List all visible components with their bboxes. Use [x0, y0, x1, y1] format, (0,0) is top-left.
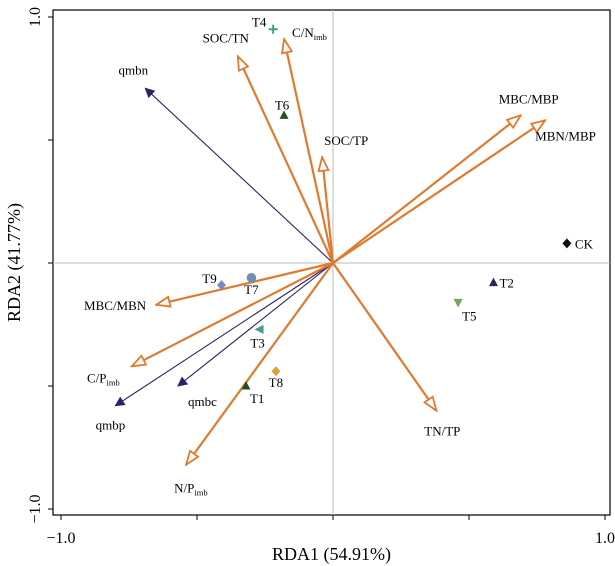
- explanatory-vector-mbc-mbn: [156, 261, 334, 305]
- site-label-t6: T6: [275, 97, 290, 112]
- site-marker-t9: [216, 280, 226, 291]
- site-label-t2: T2: [499, 276, 513, 291]
- y-tick-label: 1.0: [27, 7, 44, 27]
- response-vector-qmbn: [144, 87, 334, 264]
- response-vector-label-qmbn: qmbn: [119, 62, 149, 77]
- site-label-t3: T3: [250, 335, 264, 350]
- explanatory-vector-label-soc-tp: SOC/TP: [324, 133, 368, 148]
- explanatory-vector-label-mbn-mbp: MBN/MBP: [535, 128, 596, 143]
- site-marker-t2: [488, 277, 498, 287]
- x-tick-label: 1.0: [595, 530, 615, 547]
- explanatory-vector-soc-tp: [322, 157, 335, 264]
- labels: qmbn qmbc qmbp SOC/TN C/Nimb SOC/TP MBC/MBP MBN…: [84, 14, 596, 497]
- explanatory-vector-n-pimb: [186, 262, 334, 465]
- response-vector-label-qmbc: qmbc: [188, 394, 217, 409]
- response-vectors: [114, 87, 334, 407]
- site-label-ck: CK: [575, 236, 594, 251]
- explanatory-vector-label-c-nimb: C/Nimb: [292, 25, 327, 42]
- site-marker-t5: [453, 298, 463, 308]
- explanatory-vector-label-n-pimb: N/Pimb: [174, 481, 207, 498]
- explanatory-vector-label-soc-tn: SOC/TN: [203, 30, 250, 45]
- explanatory-vector-label-c-pimb: C/Pimb: [87, 370, 120, 387]
- explanatory-vector-mbc-mbp: [332, 115, 521, 264]
- site-marker-t3: [254, 324, 264, 334]
- explanatory-vector-c-nimb: [284, 39, 335, 264]
- site-marker-t8: [271, 366, 281, 377]
- site-marker-t7: [246, 272, 257, 283]
- site-marker-t1: [241, 381, 251, 390]
- site-label-t9: T9: [202, 271, 216, 286]
- site-label-t4: T4: [252, 14, 267, 29]
- site-label-t1: T1: [250, 391, 264, 406]
- axis-ticks: −1.0 1.0 −1.0 1.0: [27, 7, 615, 547]
- explanatory-vectors: [132, 39, 545, 465]
- site-label-t7: T7: [244, 282, 259, 297]
- site-marker-ck: [562, 238, 572, 249]
- explanatory-vector-label-mbc-mbn: MBC/MBN: [84, 298, 147, 313]
- explanatory-vector-label-mbc-mbp: MBC/MBP: [499, 91, 559, 106]
- x-tick-label: −1.0: [46, 530, 75, 547]
- site-marker-t4: [268, 24, 278, 34]
- explanatory-vector-label-tn-tp: TN/TP: [424, 424, 460, 439]
- response-vector-label-qmbp: qmbp: [96, 418, 126, 433]
- site-points: [216, 24, 572, 390]
- site-label-t8: T8: [269, 375, 283, 390]
- site-marker-t6: [279, 110, 289, 119]
- x-axis-title: RDA1 (54.91%): [272, 544, 391, 565]
- explanatory-vector-tn-tp: [332, 262, 436, 411]
- response-vector-qmbp: [114, 262, 334, 407]
- site-label-t5: T5: [462, 308, 476, 323]
- response-vector-qmbc: [177, 262, 334, 387]
- y-tick-label: −1.0: [27, 494, 44, 523]
- y-axis-title: RDA2 (41.77%): [4, 203, 25, 322]
- explanatory-vector-mbn-mbp: [332, 120, 545, 264]
- explanatory-vector-c-pimb: [132, 262, 334, 366]
- explanatory-vector-soc-tn: [238, 56, 334, 264]
